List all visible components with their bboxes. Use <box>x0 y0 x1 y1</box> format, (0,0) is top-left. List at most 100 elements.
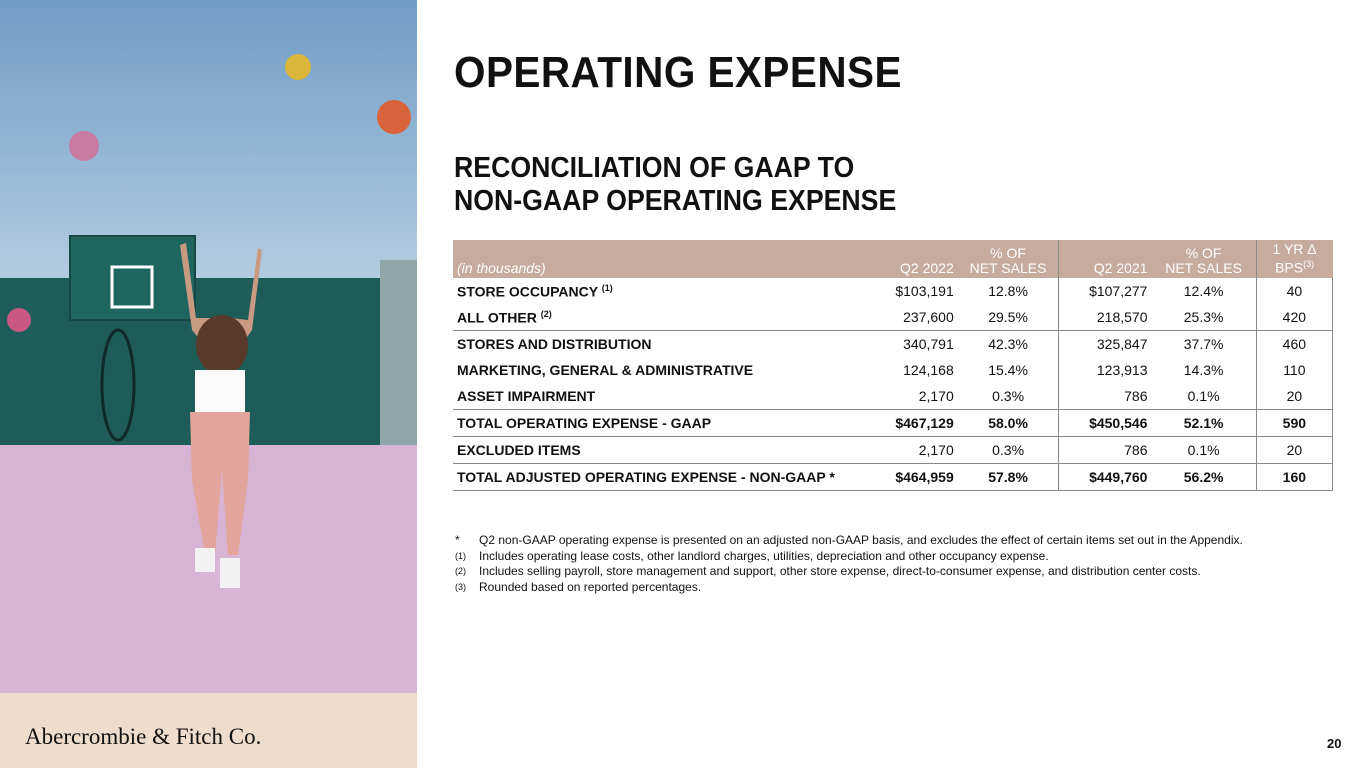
footnote-mark: * <box>455 533 460 547</box>
row-label: ALL OTHER (2) <box>453 304 862 331</box>
table-cell: $103,191 <box>895 283 954 299</box>
page-number: 20 <box>1327 736 1342 751</box>
footnote-text: Includes selling payroll, store manageme… <box>479 564 1201 578</box>
brand-logo: Abercrombie & Fitch Co. <box>25 724 262 749</box>
subtitle-line: RECONCILIATION OF GAAP TO <box>454 152 855 184</box>
table-cell: $467,129 <box>861 409 958 437</box>
subtitle-line: NON-GAAP OPERATING EXPENSE <box>454 185 897 217</box>
footnotes: * Q2 non-GAAP operating expense is presen… <box>455 533 1243 595</box>
table-cell: 460 <box>1255 330 1334 357</box>
table-cell: 123,913 <box>1058 357 1152 383</box>
footnote-mark: (1) <box>455 550 466 561</box>
table-row: EXCLUDED ITEMS 2,170 0.3% 786 0.1% 20 <box>453 436 1334 464</box>
table-cell: 0.1% <box>1151 383 1257 410</box>
footnote-text: Q2 non-GAAP operating expense is present… <box>479 533 1243 547</box>
column-header: Q2 2021 <box>1058 240 1152 278</box>
table-cell: $464,959 <box>861 463 958 491</box>
table-cell: 340,791 <box>903 336 954 352</box>
header-line: BPS(3) <box>1275 259 1315 276</box>
table-cell: 420 <box>1255 304 1334 331</box>
row-note: (2) <box>540 308 552 319</box>
row-label: STORES AND DISTRIBUTION <box>453 331 861 358</box>
header-line: % OF <box>990 245 1026 261</box>
header-line: Q2 2021 <box>1093 260 1148 276</box>
table-cell: 2,170 <box>861 436 958 464</box>
table-cell: 0.3% <box>957 383 1059 410</box>
column-header: (in thousands) <box>453 240 862 278</box>
table-cell: 12.8% <box>988 283 1028 299</box>
row-label: ASSET IMPAIRMENT <box>453 383 862 410</box>
row-label-text: ALL OTHER <box>457 309 537 326</box>
table-row: ASSET IMPAIRMENT 2,170 0.3% 786 0.1% 20 <box>453 383 1334 410</box>
header-line: 1 YR Δ <box>1272 241 1317 258</box>
table-cell: $450,546 <box>1058 409 1152 437</box>
header-line: Q2 2022 <box>900 260 954 276</box>
row-label: MARKETING, GENERAL & ADMINISTRATIVE <box>453 357 861 383</box>
column-header: % OF NET SALES <box>1151 240 1257 278</box>
table-cell: 786 <box>1058 383 1152 410</box>
table-cell: 58.0% <box>957 409 1059 437</box>
row-note: (1) <box>601 282 613 293</box>
header-row: (in thousands) Q2 2022% OF NET SALES Q2 202… <box>453 240 1333 278</box>
header-line: NET SALES <box>1165 260 1242 276</box>
footnote-mark: (2) <box>455 566 466 576</box>
table-cell: 42.3% <box>988 336 1028 352</box>
footnote: (1) Includes operating lease costs, other… <box>455 549 1243 565</box>
table-row: STORES AND DISTRIBUTION 340,791 42.3% 325,8… <box>453 330 1334 358</box>
table-cell: $449,760 <box>1058 463 1152 491</box>
footnote-mark: (3) <box>455 581 466 592</box>
table-row: ALL OTHER (2) 237,600 29.5% 218,570 25.3% 420 <box>453 304 1334 331</box>
table-cell: 37.7% <box>1183 336 1224 352</box>
row-label-text: EXCLUDED ITEMS <box>457 442 581 458</box>
table-row: STORE OCCUPANCY (1) $103,191 12.8% $107,277… <box>453 278 1334 304</box>
table-row: MARKETING, GENERAL & ADMINISTRATIVE 124,1… <box>453 357 1334 383</box>
table-cell: 52.1% <box>1151 409 1257 437</box>
footnote: (3) Rounded based on reported percentages… <box>455 580 1243 596</box>
table-cell: 20 <box>1255 383 1334 410</box>
footnote-text: Includes operating lease costs, other la… <box>479 548 1049 563</box>
row-label: TOTAL ADJUSTED OPERATING EXPENSE - NON-G… <box>453 463 862 491</box>
table-cell: 0.3% <box>957 436 1059 464</box>
footnote: * Q2 non-GAAP operating expense is presen… <box>455 533 1243 549</box>
column-header: % OF NET SALES <box>957 240 1059 278</box>
column-header: Q2 2022 <box>861 240 958 278</box>
column-header: 1 YR Δ BPS(3) <box>1255 240 1333 278</box>
header-line: % OF <box>1185 245 1222 261</box>
table-cell: 40 <box>1255 278 1334 304</box>
photo <box>0 0 417 768</box>
subtitle: RECONCILIATION OF GAAP TO NON-GAAP OPERA… <box>454 152 896 218</box>
row-label-text: STORES AND DISTRIBUTION <box>457 336 652 352</box>
row-label: TOTAL OPERATING EXPENSE - GAAP <box>453 409 862 437</box>
table-cell: 15.4% <box>988 362 1028 378</box>
row-label-text: TOTAL ADJUSTED OPERATING EXPENSE - NON-G… <box>457 469 835 485</box>
table-cell: 237,600 <box>861 304 958 331</box>
header-line: (in thousands) <box>457 260 546 276</box>
table-cell: 160 <box>1255 463 1334 491</box>
footnote: (2) Includes selling payroll, store manag… <box>455 564 1243 580</box>
table-cell: 590 <box>1255 409 1334 437</box>
table-cell: 14.3% <box>1183 362 1224 378</box>
row-label-text: ASSET IMPAIRMENT <box>457 388 596 404</box>
table-cell: 325,847 <box>1058 330 1152 357</box>
table-row: TOTAL OPERATING EXPENSE - GAAP $467,129 58… <box>453 409 1334 437</box>
table-cell: 12.4% <box>1183 283 1224 299</box>
footnote-text: Rounded based on reported percentages. <box>479 579 702 594</box>
row-label: STORE OCCUPANCY (1) <box>453 278 861 304</box>
table-cell: 56.2% <box>1151 463 1257 491</box>
table-cell: 110 <box>1255 357 1334 383</box>
row-label-text: TOTAL OPERATING EXPENSE - GAAP <box>457 415 712 431</box>
expense-table: (in thousands) Q2 2022% OF NET SALES Q2 202… <box>453 240 1334 491</box>
table-cell: 0.1% <box>1151 436 1257 464</box>
table-cell: 218,570 <box>1058 304 1152 331</box>
table-cell: 786 <box>1058 436 1152 464</box>
table-cell: 57.8% <box>957 463 1059 491</box>
table-cell: $107,277 <box>1058 278 1152 304</box>
row-label-text: STORE OCCUPANCY <box>457 283 598 300</box>
table-cell: 20 <box>1255 436 1334 464</box>
table-cell: 2,170 <box>861 383 958 410</box>
title: OPERATING EXPENSE <box>454 48 902 97</box>
table-cell: 25.3% <box>1151 304 1257 331</box>
header-note: (3) <box>1303 259 1315 270</box>
row-label-text: MARKETING, GENERAL & ADMINISTRATIVE <box>457 362 754 378</box>
